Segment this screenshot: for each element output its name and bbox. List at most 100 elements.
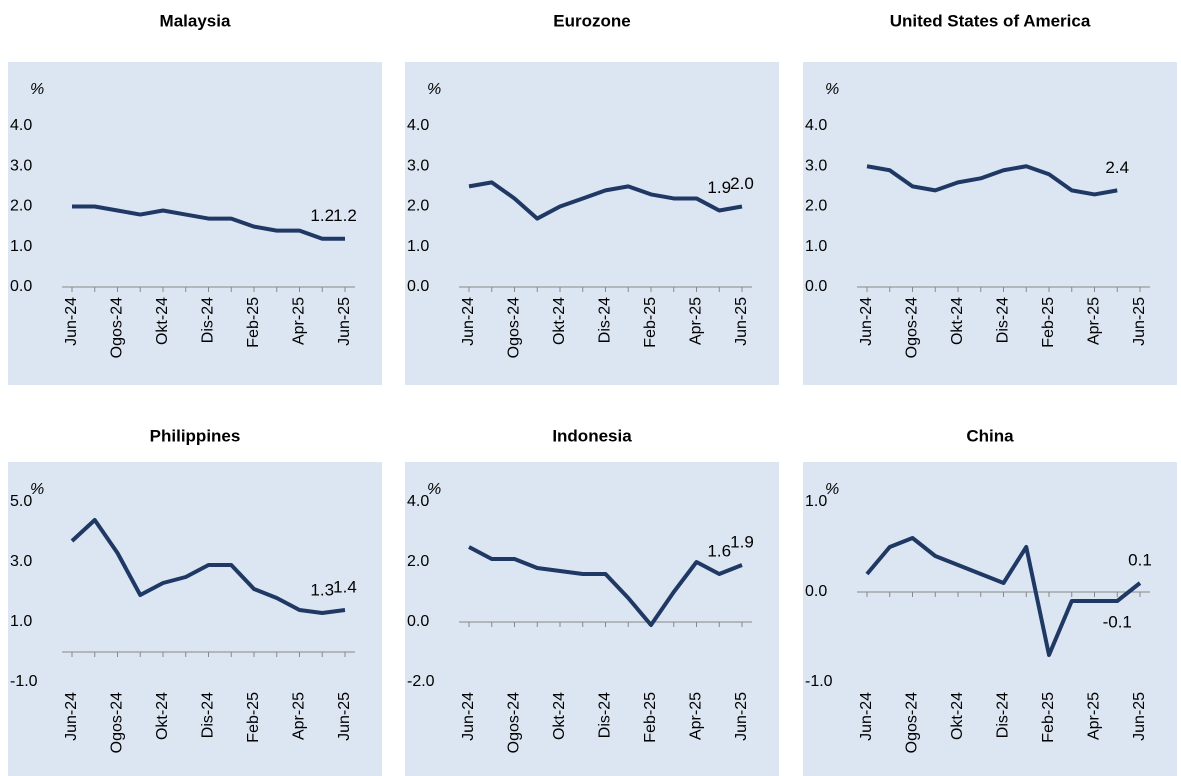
panel [803,462,1177,776]
y-axis-label: % [30,81,44,98]
line [468,545,743,627]
data-label: 1.9 [730,532,754,551]
x-tick-label: Apr-25 [1086,297,1103,345]
y-axis-label: % [825,481,839,498]
y-tick-label: 4.0 [407,493,429,510]
x-tick-label: Dis-24 [995,297,1012,343]
line [468,180,743,221]
x-tick-label: Ogos-24 [506,297,523,358]
y-tick-label: 4.0 [10,117,32,134]
x-tick-label: Apr-25 [291,692,308,740]
y-tick-label: 4.0 [407,117,429,134]
y-axis-label: % [427,481,441,498]
x-tick-label: Okt-24 [551,297,568,345]
y-tick-label: 2.0 [407,198,429,215]
x-tick-label: Feb-25 [245,692,262,743]
y-tick-label: 2.0 [805,198,827,215]
x-tick-label: Jun-24 [63,297,80,346]
y-tick-label: 0.0 [805,278,827,295]
x-tick-label: Dis-24 [995,692,1012,738]
x-tick-label: Okt-24 [154,297,171,345]
panel [405,62,779,385]
y-tick-label: 4.0 [805,117,827,134]
data-label: 1.2 [333,206,357,225]
line [865,536,1142,657]
x-tick-label: Okt-24 [154,692,171,740]
x-tick-label: Jun-25 [336,297,353,346]
y-tick-label: 3.0 [407,157,429,174]
chart-title: Malaysia [160,11,231,30]
x-tick-label: Ogos-24 [904,692,921,753]
data-label: 1.6 [707,541,731,560]
x-tick-label: Jun-24 [858,692,875,741]
x-tick-label: Feb-25 [1040,692,1057,743]
y-tick-label: 1.0 [407,238,429,255]
x-tick-label: Jun-24 [63,692,80,741]
x-tick-label: Apr-25 [688,692,705,740]
x-tick-label: Jun-25 [1131,692,1148,741]
x-tick-label: Jun-24 [460,297,477,346]
x-tick-label: Feb-25 [1040,297,1057,348]
x-tick-label: Okt-24 [949,692,966,740]
data-label: 2.4 [1105,158,1129,177]
y-tick-label: 0.0 [10,278,32,295]
y-tick-label: 0.0 [805,583,827,600]
x-tick-label: Apr-25 [688,297,705,345]
x-tick-label: Ogos-24 [109,297,126,358]
data-label: 1.3 [310,580,334,599]
x-tick-label: Dis-24 [200,297,217,343]
x-tick-label: Jun-24 [460,692,477,741]
y-tick-label: -1.0 [10,673,38,690]
panel [8,62,382,385]
x-tick-label: Dis-24 [597,297,614,343]
y-axis-label: % [427,81,441,98]
data-label: -0.1 [1103,612,1132,631]
panel [405,462,779,776]
x-tick-label: Jun-25 [336,692,353,741]
y-tick-label: 0.0 [407,613,429,630]
data-label: 1.9 [707,178,731,197]
chart-title: Eurozone [553,11,630,30]
data-label: 2.0 [730,174,754,193]
y-tick-label: 3.0 [805,157,827,174]
data-label: 1.2 [310,206,334,225]
line [72,204,345,241]
x-tick-label: Apr-25 [291,297,308,345]
x-tick-label: Feb-25 [642,692,659,743]
x-tick-label: Jun-25 [733,297,750,346]
x-tick-label: Okt-24 [551,692,568,740]
x-tick-label: Dis-24 [597,692,614,738]
x-tick-label: Ogos-24 [506,692,523,753]
x-tick-label: Feb-25 [245,297,262,348]
y-tick-label: 1.0 [10,238,32,255]
x-tick-label: Feb-25 [642,297,659,348]
data-label: 1.4 [333,577,357,596]
x-tick-label: Jun-24 [858,297,875,346]
x-tick-label: Dis-24 [200,692,217,738]
y-tick-label: 1.0 [805,493,827,510]
x-tick-label: Jun-25 [733,692,750,741]
x-tick-label: Jun-25 [1131,297,1148,346]
y-tick-label: 2.0 [10,198,32,215]
y-tick-label: -2.0 [407,673,435,690]
y-tick-label: 3.0 [10,157,32,174]
line [70,518,346,615]
panel [803,62,1177,385]
y-axis-label: % [825,81,839,98]
x-tick-label: Ogos-24 [109,692,126,753]
chart-title: Philippines [150,426,241,445]
chart-title: Indonesia [552,426,632,445]
y-tick-label: 5.0 [10,493,32,510]
y-tick-label: 1.0 [805,238,827,255]
y-tick-label: 3.0 [10,553,32,570]
y-axis-label: % [30,481,44,498]
panel [8,462,382,776]
y-tick-label: -1.0 [805,673,833,690]
chart-title: China [966,426,1014,445]
y-tick-label: 2.0 [407,553,429,570]
x-tick-label: Ogos-24 [904,297,921,358]
x-tick-label: Apr-25 [1086,692,1103,740]
x-tick-label: Okt-24 [949,297,966,345]
y-tick-label: 0.0 [407,278,429,295]
